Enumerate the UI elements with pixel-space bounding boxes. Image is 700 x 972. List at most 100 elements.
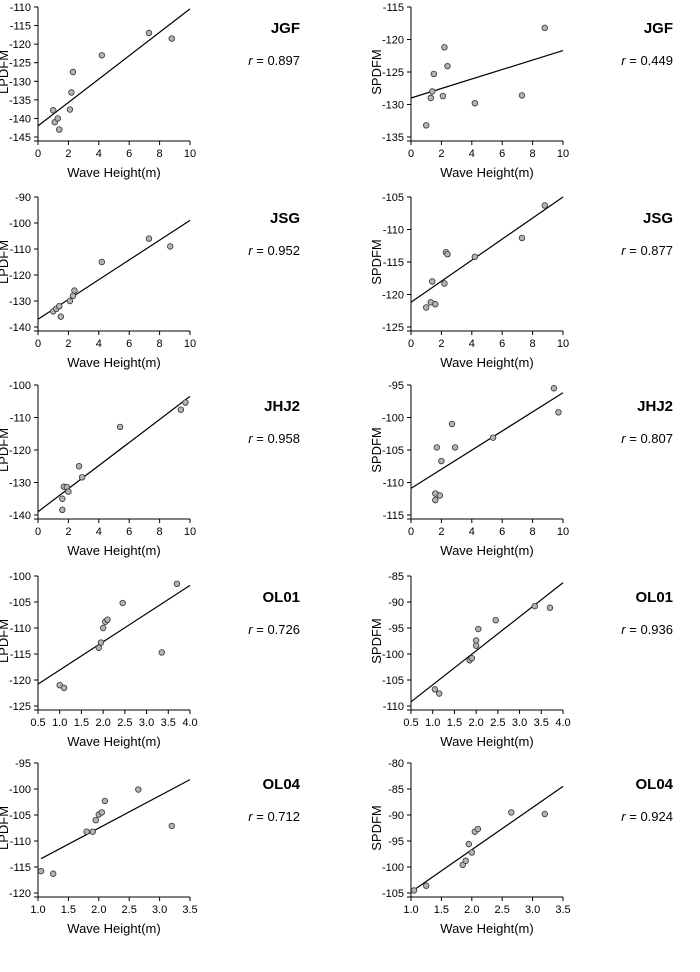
data-point [135, 786, 142, 793]
data-point [430, 70, 437, 78]
data-point [410, 887, 418, 894]
panel-jgf-lpdfm: 0 2 4 6 8 10 -145 -140 -135 -130 -125 -120 -115 -110 W… [0, 2, 300, 180]
x-tick-label: 2.5 [490, 717, 505, 729]
correlation-value: = 0.726 [256, 622, 300, 637]
x-tick-label: 1.5 [434, 904, 449, 916]
data-point [471, 99, 479, 107]
y-tick-label: -105 [9, 597, 31, 609]
x-tick-label: 3.0 [525, 904, 540, 916]
data-point [423, 304, 430, 311]
data-point [145, 29, 153, 37]
station-label: JHJ2 [637, 398, 673, 415]
data-point [119, 599, 126, 607]
x-tick-label: 1.0 [52, 717, 67, 729]
x-axis-title: Wave Height(m) [440, 921, 533, 936]
y-tick-label: -100 [9, 218, 31, 230]
x-axis-title: Wave Height(m) [440, 165, 533, 180]
data-point [462, 857, 469, 864]
x-tick-label: 3.5 [534, 717, 549, 729]
data-point [438, 457, 445, 465]
x-tick-label: 4.0 [555, 717, 570, 729]
x-tick-label: 2 [65, 338, 71, 350]
panel-jsg-lpdfm: 0 2 4 6 8 10 -140 -130 -120 -110 -100 -90 Wave Heigh… [0, 192, 300, 370]
x-tick-label: 1.0 [425, 717, 440, 729]
correlation-value: = 0.807 [629, 431, 673, 446]
data-point [59, 506, 66, 513]
correlation-value: = 0.924 [629, 809, 673, 824]
correlation-symbol: r [621, 622, 629, 637]
y-tick-label: -120 [382, 35, 404, 47]
correlation-label: r = 0.936 [621, 622, 673, 637]
data-point [429, 88, 436, 95]
correlation-label: r = 0.807 [621, 431, 673, 446]
data-point [546, 604, 554, 611]
y-tick-label: -110 [10, 836, 31, 848]
x-tick-label: 0 [35, 338, 41, 350]
correlation-value: = 0.952 [256, 243, 300, 258]
y-tick-label: -130 [9, 296, 31, 308]
data-point [465, 840, 472, 848]
data-point [95, 644, 102, 651]
x-tick-label: 10 [557, 148, 569, 160]
correlation-symbol: r [248, 431, 256, 446]
y-axis-title: SPDFM [369, 239, 384, 285]
y-tick-label: -135 [9, 95, 31, 107]
y-tick-label: -110 [10, 2, 31, 14]
data-point [472, 642, 480, 649]
data-point [468, 849, 475, 856]
station-label: JSG [270, 210, 300, 227]
correlation-label: r = 0.449 [621, 53, 673, 68]
correlation-symbol: r [621, 809, 629, 824]
x-tick-label: 6 [499, 526, 505, 538]
correlation-value: = 0.936 [629, 622, 673, 637]
x-tick-label: 3.0 [152, 904, 167, 916]
correlation-value: = 0.449 [629, 53, 673, 68]
y-tick-label: -110 [383, 225, 404, 237]
x-tick-label: 8 [157, 338, 163, 350]
x-tick-label: 1.5 [447, 717, 462, 729]
y-tick-label: -115 [383, 2, 404, 14]
station-label: JHJ2 [264, 398, 300, 415]
y-tick-label: -95 [388, 380, 404, 392]
data-point [69, 292, 77, 299]
x-tick-label: 4 [469, 526, 475, 538]
data-point [182, 399, 189, 406]
x-axis-title: Wave Height(m) [67, 734, 160, 749]
x-tick-label: 10 [184, 526, 196, 538]
y-tick-label: -120 [9, 270, 31, 282]
regression-line [410, 582, 564, 703]
data-point [423, 122, 430, 129]
panel-jgf-spdfm: 0 2 4 6 8 10 -135 -130 -125 -120 -115 Wave Height(m… [369, 2, 673, 180]
x-axis-title: Wave Height(m) [67, 543, 160, 558]
data-point [531, 602, 538, 610]
station-label: OL04 [262, 776, 300, 793]
x-tick-label: 6 [126, 338, 132, 350]
data-point [69, 68, 77, 76]
correlation-label: r = 0.726 [248, 622, 300, 637]
panel-jsg-spdfm: 0 2 4 6 8 10 -125 -120 -115 -110 -105 Wave Height(m… [369, 192, 673, 370]
x-tick-label: 6 [126, 148, 132, 160]
data-point [59, 495, 66, 502]
y-tick-label: -130 [9, 478, 31, 490]
data-point [89, 828, 96, 835]
data-point [167, 243, 174, 250]
y-tick-label: -100 [9, 784, 31, 796]
y-tick-label: -140 [9, 510, 31, 522]
x-axis-title: Wave Height(m) [67, 921, 160, 936]
x-tick-label: 0 [408, 526, 414, 538]
x-tick-label: 4 [96, 148, 102, 160]
data-point [98, 52, 106, 59]
data-point [541, 202, 548, 209]
x-tick-label: 2.0 [91, 904, 106, 916]
y-axis-title: LPDFM [0, 428, 11, 472]
y-tick-label: -105 [382, 675, 404, 687]
data-point [475, 625, 482, 633]
data-point [468, 654, 475, 662]
panel-ol04-lpdfm: 1.0 1.5 2.0 2.5 3.0 3.5 -120 -115 -110 -105 -100 -9… [0, 758, 301, 936]
data-point [177, 406, 185, 413]
y-axis-title: LPDFM [0, 619, 11, 663]
x-axis-title: Wave Height(m) [440, 355, 533, 370]
x-tick-label: 4.0 [182, 717, 197, 729]
y-tick-label: -100 [9, 571, 31, 583]
panel-jhj2-lpdfm: 0 2 4 6 8 10 -140 -130 -120 -110 -100 Wave Height(m… [0, 380, 300, 558]
